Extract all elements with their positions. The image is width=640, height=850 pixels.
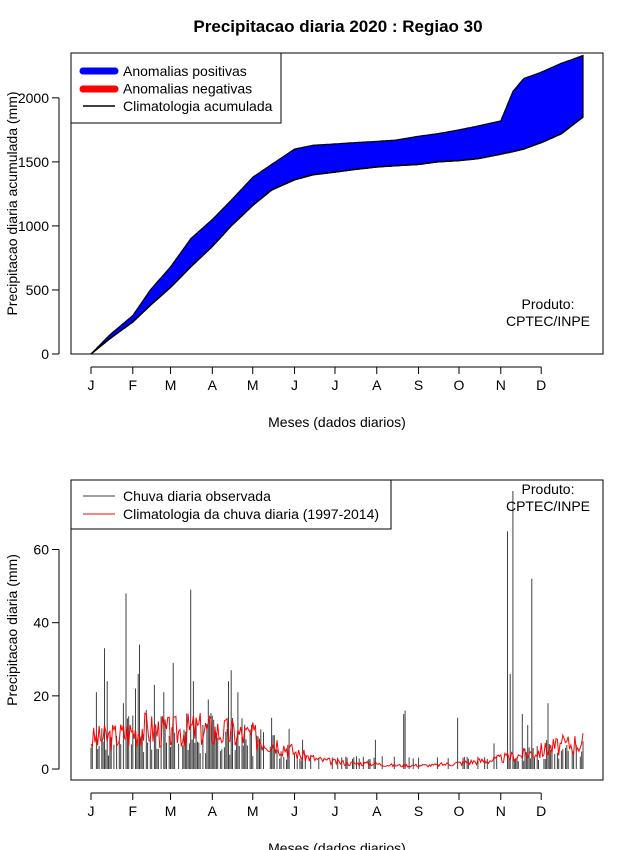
y-tick-label: 40 [33,615,49,631]
x-axis-label: Meses (dados diarios) [268,414,406,430]
y-tick-label: 1500 [18,154,49,170]
plot-frame [70,52,604,355]
product-annotation: Produto: [522,296,575,312]
x-tick-label: A [372,377,382,393]
legend-entry: Chuva diaria observada [123,488,271,504]
x-tick-label: J [88,803,95,819]
y-tick-label: 60 [33,542,49,558]
x-tick-label: M [165,803,177,819]
x-tick-label: A [208,803,218,819]
y-tick-label: 1000 [18,218,49,234]
x-tick-label: M [247,803,259,819]
climatology-daily-line [90,712,584,769]
legend: Anomalias positivas Anomalias negativasCl… [70,52,282,124]
product-annotation: CPTEC/INPE [506,498,590,514]
x-tick-label: F [129,803,138,819]
x-axis-label: Meses (dados diarios) [268,840,406,850]
x-tick-label: N [496,377,506,393]
y-axis-label: Precipitacao diaria acumulada (mm) [4,91,20,315]
cumulative-precip-chart: J F M A M J J A S O N D Meses (dados diarios) 0 500 100… [4,52,604,430]
x-tick-label: O [454,377,465,393]
x-tick-label: J [291,803,298,819]
x-tick-label: A [372,803,382,819]
x-tick-label: S [414,377,423,393]
x-tick-label: D [536,803,546,819]
legend-entry: Anomalias negativas [123,81,252,97]
observed-daily-bars [90,491,584,770]
y-tick-label: 20 [33,688,49,704]
legend-box [70,479,392,530]
climatology-cumulative-line [90,116,584,355]
legend-entry: Climatologia da chuva diaria (1997-2014) [123,506,379,522]
y-tick-label: 500 [26,282,50,298]
x-tick-label: J [331,377,338,393]
product-annotation: Produto: [522,481,575,497]
x-tick-label: J [291,377,298,393]
legend-entry: Climatologia acumulada [123,98,273,114]
legend-entry: Anomalias positivas [123,63,247,79]
daily-precip-chart: J F M A M J J A S O N D Meses (dados diarios) 0 20 40 60… [4,479,604,850]
x-tick-label: M [165,377,177,393]
legend: Chuva diaria observada Climatologia da ch… [70,479,392,530]
y-axis-label: Precipitacao diaria (mm) [4,554,20,706]
x-tick-label: F [129,377,138,393]
x-tick-label: J [88,377,95,393]
chart-title: Precipitacao diaria 2020 : Regiao 30 [193,17,482,36]
x-tick-label: D [536,377,546,393]
x-tick-label: N [496,803,506,819]
y-tick-label: 0 [41,346,49,362]
x-tick-label: A [208,377,218,393]
y-tick-label: 0 [41,761,49,777]
x-tick-label: J [331,803,338,819]
x-tick-label: S [414,803,423,819]
y-tick-label: 2000 [18,90,49,106]
product-annotation: CPTEC/INPE [506,313,590,329]
x-tick-label: O [454,803,465,819]
x-tick-label: M [247,377,259,393]
